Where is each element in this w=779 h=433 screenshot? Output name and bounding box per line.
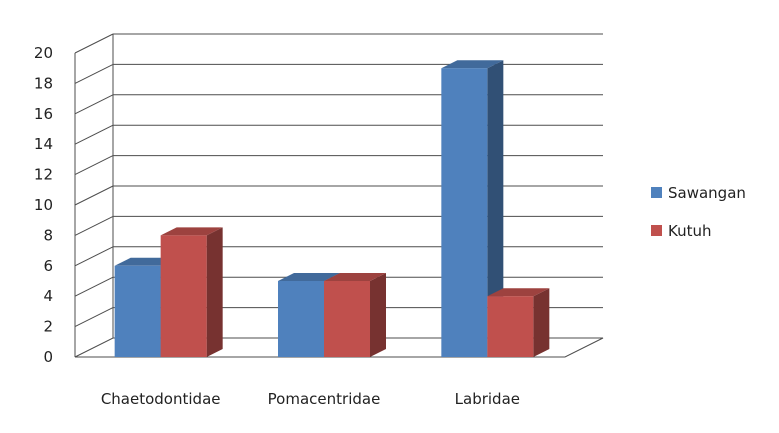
legend: Sawangan Kutuh xyxy=(651,184,746,240)
gridline-side xyxy=(74,307,114,328)
bar-top xyxy=(487,288,550,297)
y-tick-label: 0 xyxy=(43,348,53,366)
bar-sawangan-labridae xyxy=(441,60,504,357)
gridline-side xyxy=(74,33,114,54)
x-category-label: Labridae xyxy=(455,390,520,408)
legend-label: Sawangan xyxy=(668,184,746,202)
bar-front xyxy=(114,265,161,357)
y-tick-label: 2 xyxy=(43,318,53,336)
bar-front xyxy=(441,68,488,357)
bar-front xyxy=(160,235,207,357)
x-category-label: Chaetodontidae xyxy=(101,390,221,408)
y-tick-label: 8 xyxy=(43,226,53,244)
gridline-side xyxy=(74,63,114,84)
x-category-label: Pomacentridae xyxy=(268,390,381,408)
y-tick-label: 12 xyxy=(34,166,53,184)
legend-label: Kutuh xyxy=(668,222,712,240)
gridline-side xyxy=(74,246,114,267)
gridline-side xyxy=(74,185,114,206)
legend-item-kutuh: Kutuh xyxy=(651,222,712,240)
bar-top xyxy=(324,273,386,281)
x-axis-categories: Chaetodontidae Pomacentridae Labridae xyxy=(101,390,520,408)
y-tick-label: 20 xyxy=(34,44,53,62)
y-tick-label: 10 xyxy=(34,196,53,214)
y-tick-label: 14 xyxy=(34,135,53,153)
bar-kutuh-chaetodontidae xyxy=(160,227,223,357)
bar-side xyxy=(533,288,550,357)
legend-swatch xyxy=(651,225,662,236)
bar-front xyxy=(324,281,370,357)
gridline-side xyxy=(74,276,114,297)
bar-front xyxy=(487,296,534,357)
bar-top xyxy=(441,60,504,69)
gridline-side xyxy=(74,94,114,115)
bar-top xyxy=(278,273,340,281)
gridline-side xyxy=(74,155,114,176)
bar-side xyxy=(370,273,386,357)
bar-top xyxy=(160,227,223,236)
gridline-side xyxy=(74,124,114,145)
chart-floor xyxy=(74,337,604,358)
y-tick-label: 16 xyxy=(34,105,53,123)
gridline-side xyxy=(74,215,114,236)
bar-front xyxy=(278,281,324,357)
y-axis-ticks: 0 2 4 6 8 10 12 14 16 18 20 xyxy=(34,44,53,366)
y-tick-label: 6 xyxy=(43,257,53,275)
y-tick-label: 18 xyxy=(34,74,53,92)
y-tick-label: 4 xyxy=(43,287,53,305)
bar-side xyxy=(487,60,504,357)
legend-swatch xyxy=(651,187,662,198)
legend-item-sawangan: Sawangan xyxy=(651,184,746,202)
bar-side xyxy=(206,227,223,357)
bar-kutuh-labridae xyxy=(487,288,550,357)
bar-kutuh-pomacentridae xyxy=(324,273,386,357)
bars xyxy=(114,60,550,357)
